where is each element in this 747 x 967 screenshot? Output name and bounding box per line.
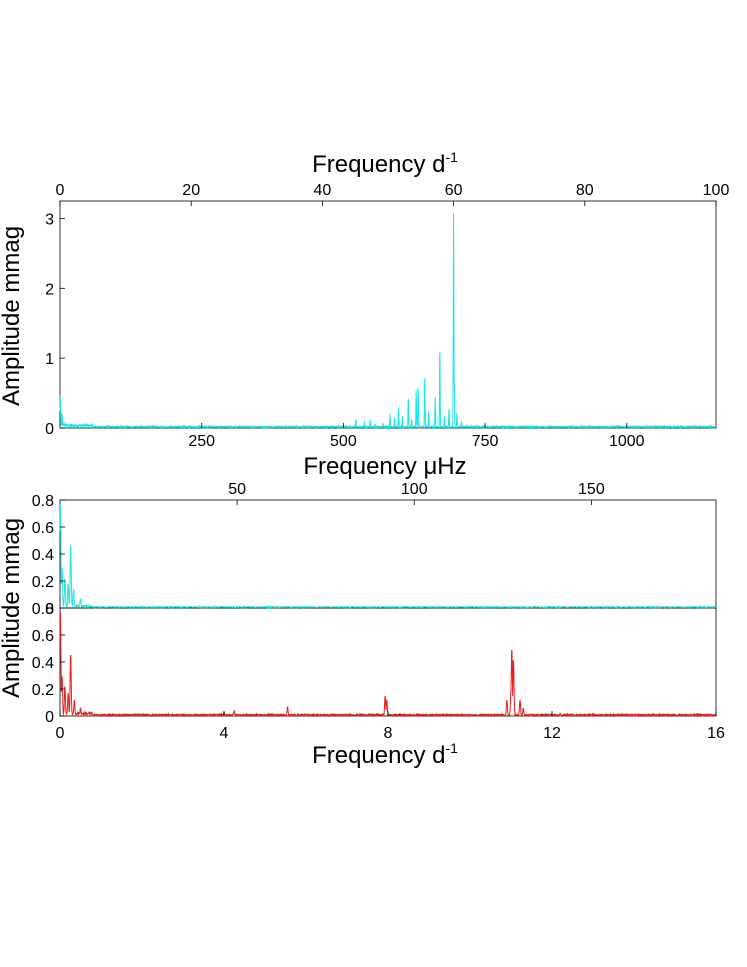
bottom-chart-lower-y-axis: 0 0.2 0.4 0.6 0.8 bbox=[32, 601, 65, 726]
bottom-chart-upper-frame bbox=[59, 499, 717, 609]
top-chart-bottom-axis-tick-label: 1000 bbox=[609, 433, 645, 450]
top-chart-bottom-axis-tick-label: 250 bbox=[188, 433, 215, 450]
top-chart-frame bbox=[59, 200, 717, 429]
bottom-chart-upper-y-axis-tick-label: 0.2 bbox=[32, 574, 54, 591]
bottom-chart-lower-y-axis-tick-label: 0.6 bbox=[32, 628, 54, 645]
bottom-chart-lower-y-axis-tick-label: 0.4 bbox=[32, 655, 54, 672]
top-chart-top-axis-tick-label: 40 bbox=[314, 182, 332, 199]
bottom-chart-top-axis-tick-label: 50 bbox=[228, 481, 246, 498]
bottom-chart-upper-y-axis-tick-label: 0.8 bbox=[32, 493, 54, 510]
top-chart-ylabel: Amplitude mmag bbox=[0, 226, 25, 406]
bottom-chart-upper-y-axis-tick-label: 0 bbox=[45, 601, 54, 618]
bottom-chart-upper-y-axis: 0 0.2 0.4 0.6 0.8 bbox=[32, 493, 65, 618]
bottom-chart-bottom-axis-tick-label: 12 bbox=[543, 725, 561, 742]
top-chart-bottom-axis-tick-label: 500 bbox=[330, 433, 357, 450]
bottom-chart-bottom-axis-tick-label: 8 bbox=[384, 725, 393, 742]
top-chart-top-axis-tick-label: 100 bbox=[703, 182, 730, 199]
bottom-chart-ylabel: Amplitude mmag bbox=[0, 518, 25, 698]
bottom-chart-bottom-axis-tick-label: 0 bbox=[56, 725, 65, 742]
top-chart-top-axis-tick-label: 20 bbox=[182, 182, 200, 199]
bottom-chart-lower-y-axis-tick-label: 0.2 bbox=[32, 682, 54, 699]
bottom-chart-bottom-axis-tick-label: 16 bbox=[707, 725, 725, 742]
top-chart-top-axis-tick-label: 0 bbox=[56, 182, 65, 199]
bottom-chart: 50 100 150 0 0.2 0.4 0.6 0.8 0 0.2 0.4 0.6 0.8 0 4 8… bbox=[0, 481, 725, 769]
bottom-chart-top-axis: 50 100 150 bbox=[228, 481, 605, 505]
top-chart-y-axis-tick-label: 3 bbox=[45, 211, 54, 228]
top-chart-y-axis-tick-label: 2 bbox=[45, 281, 54, 298]
bottom-chart-lower-y-axis-tick-label: 0 bbox=[45, 709, 54, 726]
top-chart-top-xlabel: Frequency d-1 bbox=[312, 149, 458, 178]
top-chart-y-axis: 0 1 2 3 bbox=[45, 211, 65, 438]
top-chart: Frequency d-1 0 20 40 60 80 100 0 1 2 3 250 500 75… bbox=[0, 149, 729, 480]
bottom-chart-top-axis-tick-label: 100 bbox=[401, 481, 428, 498]
top-chart-bottom-xlabel: Frequency μHz bbox=[303, 453, 466, 480]
bottom-chart-lower-y-axis-tick-label: 0.8 bbox=[32, 601, 54, 618]
bottom-chart-xlabel: Frequency d-1 bbox=[312, 740, 458, 769]
bottom-chart-lower-series-line bbox=[59, 611, 717, 718]
bottom-chart-top-axis-tick-label: 150 bbox=[578, 481, 605, 498]
top-chart-top-axis-tick-label: 80 bbox=[576, 182, 594, 199]
top-chart-series-line bbox=[59, 212, 717, 430]
bottom-chart-upper-y-axis-tick-label: 0.6 bbox=[32, 520, 54, 537]
bottom-chart-bottom-axis: 0 4 8 12 16 bbox=[56, 711, 725, 742]
top-chart-y-axis-tick-label: 1 bbox=[45, 351, 54, 368]
top-chart-y-axis-tick-label: 0 bbox=[45, 421, 54, 438]
top-chart-top-axis-tick-label: 60 bbox=[445, 182, 463, 199]
bottom-chart-upper-series-line bbox=[59, 503, 717, 610]
bottom-chart-lower-frame bbox=[59, 607, 717, 717]
bottom-chart-upper-y-axis-tick-label: 0.4 bbox=[32, 547, 54, 564]
bottom-chart-bottom-axis-tick-label: 4 bbox=[220, 725, 229, 742]
top-chart-top-axis: 0 20 40 60 80 100 bbox=[56, 182, 730, 206]
top-chart-bottom-axis: 250 500 750 1000 bbox=[188, 423, 645, 450]
top-chart-bottom-axis-tick-label: 750 bbox=[472, 433, 499, 450]
